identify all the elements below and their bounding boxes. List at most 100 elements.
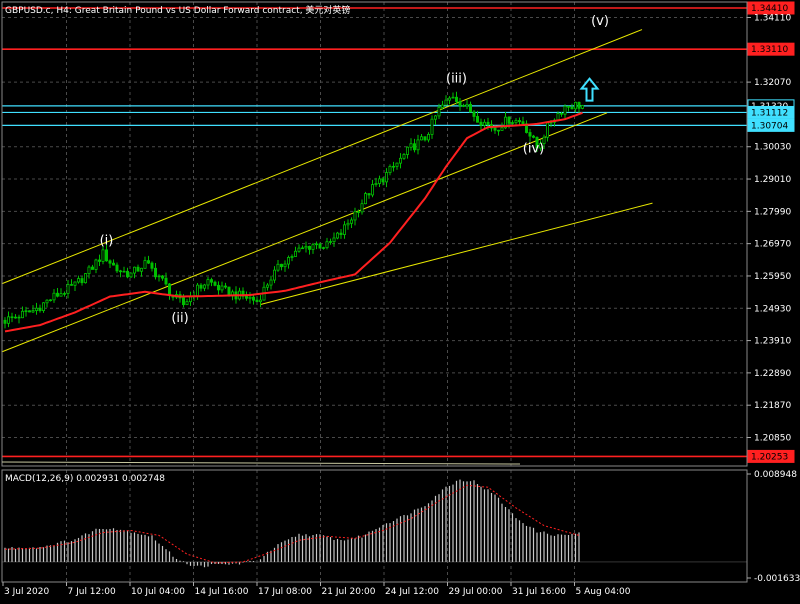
candle-body <box>164 277 168 285</box>
candle-body <box>300 247 304 250</box>
candle-body <box>153 267 157 278</box>
candle-body <box>136 266 140 272</box>
candle-body <box>468 103 472 113</box>
macd-panel <box>2 479 747 568</box>
candle-body <box>395 162 399 167</box>
candle-body <box>398 157 402 164</box>
candle-body <box>440 104 444 108</box>
y-tick-label: 1.20850 <box>754 434 791 444</box>
candle-body <box>91 266 95 270</box>
candle-body <box>105 249 109 262</box>
candle-body <box>318 243 322 249</box>
level-tag-label: 1.30704 <box>751 121 788 131</box>
y-tick-label: 1.34110 <box>754 14 791 24</box>
candle-body <box>206 279 210 286</box>
macd-frame <box>1 469 748 583</box>
candle-body <box>514 120 518 124</box>
candle-body <box>518 120 522 123</box>
candle-body <box>10 316 14 319</box>
candle-body <box>510 122 514 124</box>
candle-body <box>532 135 536 138</box>
grid <box>2 2 747 582</box>
candle-body <box>496 129 500 132</box>
candle-body <box>213 281 217 286</box>
candle-body <box>325 241 329 249</box>
candle-body <box>356 211 360 213</box>
candle-body <box>108 260 112 264</box>
x-tick-label: 7 Jul 12:00 <box>68 587 117 597</box>
candle-body <box>472 111 476 117</box>
candle-body <box>458 101 462 107</box>
candle-body <box>220 285 224 291</box>
candle-body <box>374 183 378 185</box>
candle-body <box>129 272 133 278</box>
candle-body <box>167 283 171 296</box>
candle-body <box>143 260 147 269</box>
macd-y-tick-label: -0.001633 <box>754 574 800 584</box>
candle-body <box>150 262 154 269</box>
candle-body <box>265 284 269 288</box>
candle-body <box>332 237 336 242</box>
level-tag-label: 1.31112 <box>751 108 788 118</box>
candle-body <box>405 146 409 155</box>
candle-body <box>581 105 585 109</box>
y-tick-label: 1.22890 <box>754 369 791 379</box>
candle-body <box>437 107 441 117</box>
candle-body <box>241 290 245 297</box>
candle-body <box>132 266 136 274</box>
candle-body <box>402 154 406 159</box>
candle-body <box>185 301 189 306</box>
candle-body <box>360 203 364 213</box>
candle-body <box>482 121 486 126</box>
candle-body <box>202 284 206 289</box>
candle-body <box>49 299 53 302</box>
x-tick-label: 24 Jul 12:00 <box>385 587 439 597</box>
candle-body <box>493 127 497 131</box>
candle-body <box>500 127 504 131</box>
candle-body <box>574 101 578 110</box>
candle-body <box>409 143 413 148</box>
candle-body <box>304 245 308 249</box>
candle-body <box>112 262 116 266</box>
ma-line <box>4 111 583 333</box>
candle-body <box>307 245 311 250</box>
candle-body <box>346 222 350 226</box>
candle-body <box>419 136 423 141</box>
wave-labels: (i) (ii) (iii) (iv) (v) <box>100 14 609 326</box>
candle-body <box>126 270 130 278</box>
candle-body <box>80 278 84 284</box>
candle-body <box>363 193 367 205</box>
candle-body <box>279 263 283 268</box>
candle-body <box>87 266 91 274</box>
level-tag <box>747 1 795 15</box>
level-tag <box>747 449 795 463</box>
candle-body <box>56 292 60 297</box>
candle-body <box>454 96 458 102</box>
trend-channel <box>1 29 653 353</box>
candle-body <box>391 165 395 168</box>
candle-body <box>339 232 343 235</box>
wave-label: (ii) <box>171 311 188 326</box>
wave-label: (iv) <box>523 141 544 156</box>
candle-body <box>542 136 546 144</box>
y-tick-label: 1.30030 <box>754 143 791 153</box>
candle-body <box>101 249 105 262</box>
level-tag-label: 1.34410 <box>751 4 788 14</box>
candle-body <box>381 178 385 183</box>
candle-body <box>486 121 490 125</box>
candle-body <box>70 284 74 286</box>
macd-y-tick-label: 0.008948 <box>754 470 797 480</box>
channel-line <box>260 202 653 305</box>
y-tick-label: 1.24930 <box>754 304 791 314</box>
x-tick-label: 14 Jul 16:00 <box>195 587 249 597</box>
candle-body <box>426 133 430 141</box>
candle-body <box>412 143 416 151</box>
candle-body <box>38 307 42 312</box>
candle-body <box>139 267 143 272</box>
candle-body <box>52 292 56 301</box>
arrow-up-icon <box>579 77 600 102</box>
candle-body <box>444 99 448 106</box>
